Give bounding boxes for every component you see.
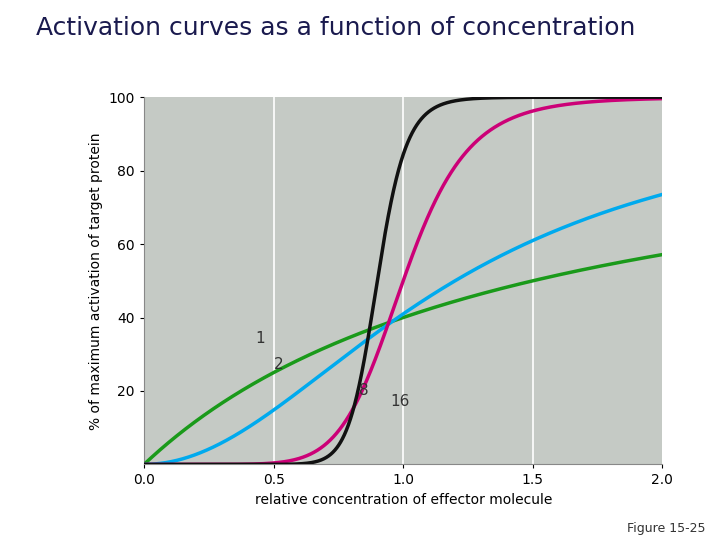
- Text: Figure 15-25: Figure 15-25: [627, 522, 706, 535]
- Text: 8: 8: [359, 383, 369, 397]
- Text: 1: 1: [256, 331, 265, 346]
- X-axis label: relative concentration of effector molecule: relative concentration of effector molec…: [254, 493, 552, 507]
- Text: 16: 16: [390, 394, 410, 409]
- Y-axis label: % of maximum activation of target protein: % of maximum activation of target protei…: [89, 132, 103, 429]
- Text: 2: 2: [274, 357, 283, 372]
- Text: Activation curves as a function of concentration: Activation curves as a function of conce…: [36, 16, 635, 40]
